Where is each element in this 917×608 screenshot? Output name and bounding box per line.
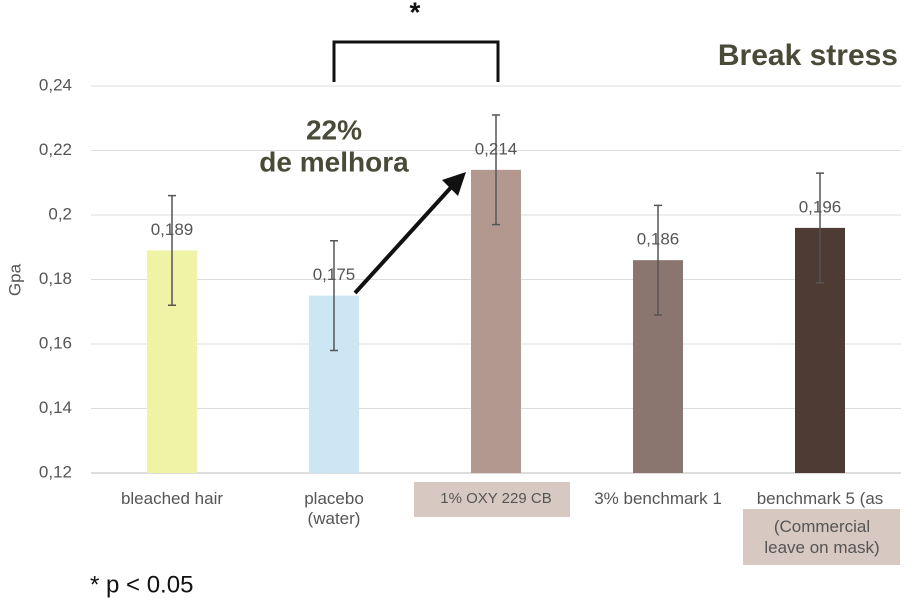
footnote: * p < 0.05 [90, 571, 193, 598]
y-tick-label: 0,2 [48, 204, 72, 223]
improvement-text: de melhora [259, 146, 409, 177]
error-bar [330, 240, 338, 352]
x-tick-label: 3% benchmark 1 [594, 489, 722, 508]
x-tick-label: placebo (water) [304, 489, 364, 528]
value-label: 0,186 [637, 230, 680, 249]
significance-bracket [332, 40, 500, 82]
plot-area: 0,12 0,14 0,16 0,18 0,2 0,22 0,24 0,189 0,175 0,2… [39, 75, 901, 481]
y-tick-label: 0,12 [39, 462, 72, 481]
y-axis-label: Gpa [5, 263, 24, 296]
x-tick-label: 1% OXY 229 CB [440, 490, 552, 507]
category-note: (Commercial leave on mask) [764, 517, 880, 557]
significance-mark: * [410, 0, 421, 27]
value-label: 0,189 [151, 220, 194, 239]
x-tick-label: bleached hair [120, 489, 224, 508]
error-bar [654, 204, 662, 316]
arrow-head [442, 172, 466, 196]
arrow-shaft [353, 181, 457, 295]
value-label: 0,175 [313, 265, 356, 284]
y-tick-label: 0,24 [39, 75, 72, 94]
error-bar [492, 114, 500, 226]
category-highlight [414, 482, 570, 517]
x-tick-label: benchmark 5 (as [756, 489, 884, 508]
value-label: 0,196 [799, 197, 842, 216]
note-box [743, 509, 900, 565]
error-bar [816, 172, 824, 284]
error-bar [168, 194, 176, 307]
y-tick-label: 0,18 [39, 269, 72, 288]
y-tick-label: 0,14 [39, 398, 72, 417]
y-tick-label: 0,22 [39, 140, 72, 159]
chart-title: Break stress [718, 39, 898, 72]
value-label: 0,214 [475, 139, 518, 158]
y-tick-label: 0,16 [39, 333, 72, 352]
improvement-percent: 22% [306, 114, 362, 145]
